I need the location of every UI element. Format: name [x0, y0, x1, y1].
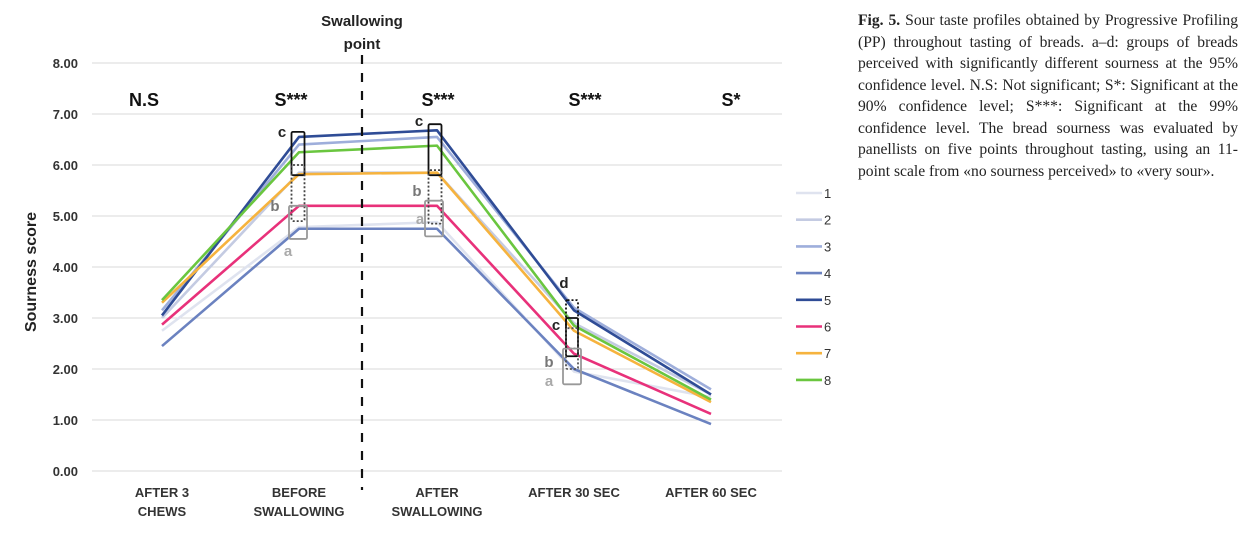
- x-tick-label: CHEWS: [138, 504, 187, 519]
- significance-label: S***: [421, 90, 454, 110]
- group-box-b: [427, 169, 443, 225]
- x-tick-label: BEFORE: [272, 485, 327, 500]
- legend-label-6: 6: [824, 320, 831, 335]
- swallowing-point-label: Swallowing: [321, 13, 403, 30]
- group-box-b: [290, 164, 306, 222]
- group-letter-a: a: [284, 243, 293, 260]
- x-tick-label: AFTER 60 SEC: [665, 485, 757, 500]
- x-tick-label: AFTER 3: [135, 485, 189, 500]
- significance-label: S*: [721, 90, 740, 110]
- legend-label-2: 2: [824, 213, 831, 228]
- legend-label-5: 5: [824, 293, 831, 308]
- significance-label: S***: [274, 90, 307, 110]
- y-tick-label: 3.00: [53, 311, 78, 326]
- group-letter-c: c: [552, 317, 560, 334]
- y-axis-label: Sourness score: [23, 212, 40, 332]
- significance-label: N.S: [129, 90, 159, 110]
- group-letter-d: d: [559, 275, 568, 292]
- y-tick-label: 8.00: [53, 56, 78, 71]
- swallowing-point-label: point: [344, 36, 381, 53]
- group-box-a: [288, 204, 308, 240]
- group-letter-a: a: [416, 211, 425, 228]
- y-tick-label: 1.00: [53, 413, 78, 428]
- legend-label-8: 8: [824, 373, 831, 388]
- series-line-6: [161, 204, 712, 416]
- legend-label-1: 1: [824, 186, 831, 201]
- y-tick-label: 7.00: [53, 107, 78, 122]
- figure-caption: Fig. 5. Sour taste profiles obtained by …: [858, 10, 1238, 182]
- y-tick-label: 2.00: [53, 362, 78, 377]
- x-tick-label: SWALLOWING: [254, 504, 345, 519]
- group-box-c: [290, 130, 306, 177]
- series-line-7: [161, 171, 712, 404]
- y-tick-label: 5.00: [53, 209, 78, 224]
- group-box-c: [427, 123, 443, 177]
- caption-text: Sour taste profiles obtained by Progress…: [858, 12, 1238, 180]
- x-tick-label: SWALLOWING: [392, 504, 483, 519]
- x-tick-label: AFTER 30 SEC: [528, 485, 620, 500]
- group-letter-c: c: [415, 113, 423, 130]
- legend-label-4: 4: [824, 266, 831, 281]
- y-tick-label: 0.00: [53, 464, 78, 479]
- group-letter-b: b: [412, 183, 421, 200]
- series-line-5: [160, 129, 712, 396]
- y-tick-label: 4.00: [53, 260, 78, 275]
- series-line-4: [161, 227, 712, 426]
- y-tick-label: 6.00: [53, 158, 78, 173]
- group-letter-a: a: [545, 373, 554, 390]
- sourness-chart: 0.00 1.00 2.00 3.00 4.00 5.00 6.00 7.00 8.00 Sour…: [23, 13, 831, 519]
- group-letter-b: b: [270, 198, 279, 215]
- group-letter-b: b: [544, 354, 553, 371]
- group-letter-c: c: [278, 124, 286, 141]
- legend-label-3: 3: [824, 239, 831, 254]
- x-tick-label: AFTER: [415, 485, 459, 500]
- figure-label: Fig. 5.: [858, 12, 901, 29]
- group-box-a: [424, 199, 444, 238]
- series-line-1: [161, 220, 712, 399]
- series-line-8: [161, 144, 712, 401]
- significance-label: S***: [568, 90, 601, 110]
- legend-label-7: 7: [824, 346, 831, 361]
- group-box-a: [562, 347, 582, 386]
